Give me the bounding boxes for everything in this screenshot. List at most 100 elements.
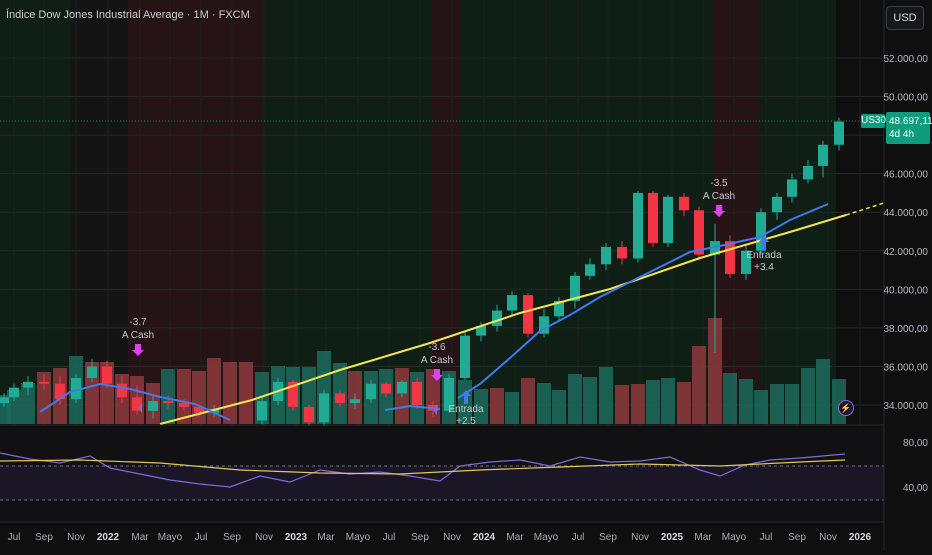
time-tick-label: Jul xyxy=(572,532,585,543)
time-tick-label: Mar xyxy=(506,532,524,543)
candle-body xyxy=(601,247,611,264)
candle-body xyxy=(803,166,813,179)
candle-body xyxy=(648,193,658,243)
candle-body xyxy=(679,197,689,210)
price-axis: 52.000,0050.000,0046.000,0044.000,0042.0… xyxy=(884,0,932,550)
volume-bar xyxy=(568,374,582,424)
signal-value: Entrada xyxy=(448,404,483,415)
rsi-pane xyxy=(0,425,932,522)
candle-body xyxy=(412,382,422,405)
candle-body xyxy=(87,366,97,378)
signal-value: -3.7 xyxy=(129,317,147,328)
volume-bar xyxy=(692,346,706,424)
price-axis-background xyxy=(884,0,932,550)
candle xyxy=(460,332,470,380)
volume-bar xyxy=(521,378,535,424)
candle xyxy=(648,191,658,247)
time-tick-label: Sep xyxy=(411,532,429,543)
candle-body xyxy=(179,403,189,407)
candle xyxy=(694,206,704,260)
volume-bar xyxy=(816,359,830,424)
volume-bar xyxy=(739,379,753,424)
candle-body xyxy=(9,388,19,398)
volume-bar xyxy=(801,368,815,424)
candle-body xyxy=(0,397,9,403)
candle-body xyxy=(818,145,828,166)
signal-label: A Cash xyxy=(421,355,453,366)
price-tick-label: 46.000,00 xyxy=(884,170,929,181)
candle-body xyxy=(117,384,127,397)
signal-value: -3.6 xyxy=(428,342,446,353)
candle-body xyxy=(163,401,173,403)
rsi-tick-label: 80,00 xyxy=(903,438,928,449)
candle-body xyxy=(663,197,673,243)
time-tick-label: Mar xyxy=(694,532,712,543)
bar-countdown: 4d 4h xyxy=(889,128,930,141)
candle xyxy=(663,195,673,247)
time-tick-label: Mayo xyxy=(346,532,371,543)
currency-button[interactable]: USD xyxy=(886,6,924,30)
price-tick-label: 34.000,00 xyxy=(884,401,929,412)
candle-body xyxy=(397,382,407,394)
alert-bolt-icon[interactable]: ⚡ xyxy=(838,400,854,416)
candle-body xyxy=(319,393,329,422)
time-tick-label: Sep xyxy=(788,532,806,543)
volume-bar xyxy=(785,384,799,424)
candle-body xyxy=(633,193,643,259)
volume-bar xyxy=(599,367,613,424)
time-tick-label: Nov xyxy=(819,532,837,543)
candle-body xyxy=(102,366,112,383)
time-tick-label: Sep xyxy=(223,532,241,543)
time-tick-label: Sep xyxy=(599,532,617,543)
candle-body xyxy=(694,210,704,254)
price-tick-label: 40.000,00 xyxy=(884,285,929,296)
candle-body xyxy=(350,399,360,403)
candle-body xyxy=(834,122,844,145)
candle xyxy=(257,397,267,424)
candle-body xyxy=(523,295,533,334)
chart-title: Índice Dow Jones Industrial Average · 1M… xyxy=(6,9,250,21)
signal-label: +3.4 xyxy=(754,262,774,273)
candle xyxy=(412,378,422,409)
candle-body xyxy=(585,264,595,276)
volume-bar xyxy=(505,392,519,424)
time-tick-label: Jul xyxy=(383,532,396,543)
volume-bar xyxy=(770,384,784,424)
time-tick-label: Jul xyxy=(8,532,21,543)
time-tick-label: Nov xyxy=(255,532,273,543)
candle-body xyxy=(148,401,158,411)
volume-bar xyxy=(615,385,629,424)
time-tick-label: Mar xyxy=(317,532,335,543)
candle-body xyxy=(492,311,502,326)
candle-body xyxy=(304,407,314,422)
price-tick-label: 44.000,00 xyxy=(884,208,929,219)
volume-bar xyxy=(754,390,768,424)
time-tick-label: Mayo xyxy=(534,532,559,543)
time-tick-label: 2022 xyxy=(97,532,120,543)
time-tick-label: Sep xyxy=(35,532,53,543)
time-tick-label: Nov xyxy=(67,532,85,543)
time-tick-label: 2026 xyxy=(849,532,872,543)
signal-value: -3.5 xyxy=(710,178,728,189)
time-tick-label: Jul xyxy=(195,532,208,543)
volume-bar xyxy=(490,388,504,424)
signal-label: A Cash xyxy=(122,330,154,341)
candle-body xyxy=(617,247,627,259)
volume-bar xyxy=(646,380,660,424)
time-tick-label: Mayo xyxy=(158,532,183,543)
time-tick-label: Nov xyxy=(631,532,649,543)
volume-bar xyxy=(583,377,597,424)
volume-bar xyxy=(552,390,566,424)
price-tick-label: 38.000,00 xyxy=(884,324,929,335)
volume-bar xyxy=(723,373,737,424)
volume-bar xyxy=(537,383,551,424)
candle-body xyxy=(39,382,49,384)
symbol-tag: US30 xyxy=(861,114,885,128)
candle-body xyxy=(460,336,470,378)
candle-body xyxy=(23,382,33,388)
volume-bar xyxy=(631,384,645,424)
time-tick-label: 2025 xyxy=(661,532,684,543)
price-tick-label: 42.000,00 xyxy=(884,247,929,258)
candle xyxy=(523,293,533,337)
